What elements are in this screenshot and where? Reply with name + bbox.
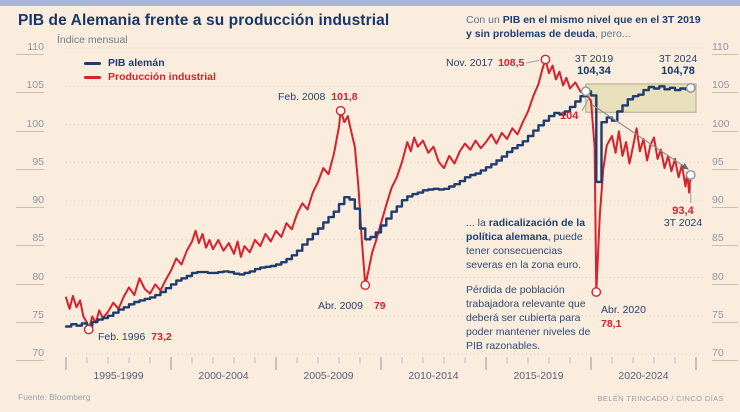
- page-title: PIB de Alemania frente a su producción i…: [18, 12, 390, 29]
- y-axis-label-left: 105: [16, 79, 44, 94]
- annotation-date: 3T 2019: [574, 53, 614, 65]
- annotation-feb-1996: Feb. 1996 73,2: [98, 331, 172, 343]
- note-top-right: Con un PIB en el mismo nivel que en el 3…: [466, 13, 704, 41]
- note-top-bold: PIB en el mismo nivel que en el 3T 2019 …: [466, 14, 701, 40]
- y-axis-label-right: 80: [712, 271, 738, 285]
- x-axis-label: 1995-1999: [93, 370, 144, 382]
- annotation-date: Feb. 1996: [98, 331, 146, 343]
- y-axis-label-left: 80: [16, 271, 44, 285]
- note-mid-right: ... la radicalización de la política ale…: [466, 216, 594, 272]
- legend-item-pib: PIB alemán: [84, 57, 216, 69]
- legend-swatch-industrial: [84, 75, 101, 79]
- legend: PIB alemán Producción industrial: [84, 57, 216, 83]
- data-point-marker: [540, 54, 551, 65]
- y-axis-label-left: 110: [16, 41, 44, 55]
- x-axis-label: 2000-2004: [198, 370, 249, 382]
- annotation-93-4: 93,4 3T 2024: [654, 205, 712, 229]
- annotation-3t-2019: 3T 2019 104,34: [558, 53, 630, 77]
- x-axis-label: 2020-2024: [618, 370, 669, 382]
- y-axis-label-left: 100: [16, 118, 44, 132]
- author-credit: BELÉN TRINCADO / CINCO DÍAS: [597, 394, 724, 403]
- x-axis-label: 2005-2009: [303, 370, 354, 382]
- annotation-level-104: 104: [560, 110, 578, 122]
- note-top-pre: Con un: [466, 14, 503, 26]
- data-point-marker: [580, 86, 591, 97]
- annotation-leader-line: [581, 96, 590, 112]
- annotation-value: 78,1: [601, 318, 622, 330]
- annotation-3t-2024-pib: 3T 2024 104,78: [642, 53, 714, 77]
- data-point-marker: [685, 83, 696, 93]
- y-axis-label-right: 90: [712, 194, 738, 208]
- y-axis-label-left: 90: [16, 194, 44, 208]
- annotation-value: 79: [373, 300, 386, 312]
- annotation-value: 104,34: [577, 65, 611, 77]
- annotation-date: Abr. 2020: [601, 304, 646, 316]
- annotation-leader-line: [525, 60, 540, 64]
- highlight-box: [585, 83, 697, 113]
- annotation-value: 104,78: [661, 65, 695, 77]
- chart-subtitle: Índice mensual: [57, 34, 128, 46]
- legend-swatch-pib: [84, 61, 101, 65]
- annotation-nov-2017: Nov. 2017 108,5: [446, 57, 524, 69]
- y-axis-label-right: 95: [712, 156, 738, 170]
- data-point-marker: [360, 280, 371, 291]
- annotation-value: 101,8: [331, 91, 358, 103]
- annotation-value: 108,5: [498, 57, 525, 69]
- annotation-value: 104: [560, 110, 579, 122]
- annotation-feb-2008: Feb. 2008 101,8: [278, 91, 358, 103]
- annotation-abr-2009: Abr. 2009 79: [318, 300, 386, 312]
- annotation-value: 73,2: [151, 331, 172, 343]
- trend-arrow-line: [591, 104, 686, 168]
- note-mid-bold: radicalización de la política alemana: [466, 217, 586, 243]
- annotation-value: 93,4: [672, 205, 694, 217]
- source-credit: Fuente: Bloomberg: [18, 392, 91, 402]
- annotation-date: Feb. 2008: [278, 91, 326, 103]
- trend-arrow-head: [681, 163, 689, 170]
- top-accent-bar: [0, 0, 740, 6]
- annotation-date: 3T 2024: [663, 217, 703, 229]
- annotation-abr-2020: Abr. 2020 78,1: [601, 304, 646, 330]
- annotation-date: Abr. 2009: [318, 300, 363, 312]
- y-axis-label-right: 75: [712, 309, 738, 323]
- data-point-marker: [591, 287, 602, 297]
- legend-label-industrial: Producción industrial: [108, 71, 216, 83]
- y-axis-label-right: 85: [712, 232, 738, 247]
- x-axis-label: 2015-2019: [513, 370, 564, 382]
- y-axis-label-left: 95: [16, 156, 44, 170]
- note-bottom-text: Pérdida de población trabajadora relevan…: [466, 284, 591, 352]
- note-mid-post: , puede tener consecuencias severas en l…: [466, 231, 583, 271]
- annotation-date: 3T 2024: [658, 53, 698, 65]
- data-point-marker: [335, 105, 346, 116]
- y-axis-label-left: 70: [16, 347, 44, 361]
- y-axis-label-right: 100: [712, 118, 738, 132]
- legend-label-pib: PIB alemán: [108, 57, 165, 69]
- note-mid-pre: ... la: [466, 217, 489, 229]
- y-axis-label-right: 105: [712, 79, 738, 94]
- data-point-marker: [685, 170, 696, 180]
- y-axis-label-right: 70: [712, 347, 738, 361]
- y-axis-label-left: 75: [16, 309, 44, 323]
- series-industrial: [65, 58, 692, 331]
- legend-item-industrial: Producción industrial: [84, 71, 216, 83]
- note-top-post: , pero...: [594, 28, 631, 40]
- annotation-date: Nov. 2017: [446, 57, 494, 69]
- note-bottom-right: Pérdida de población trabajadora relevan…: [466, 283, 604, 353]
- data-point-marker: [83, 324, 94, 335]
- y-axis-label-right: 110: [712, 41, 738, 55]
- y-axis-label-left: 85: [16, 232, 44, 247]
- x-axis-label: 2010-2014: [408, 370, 459, 382]
